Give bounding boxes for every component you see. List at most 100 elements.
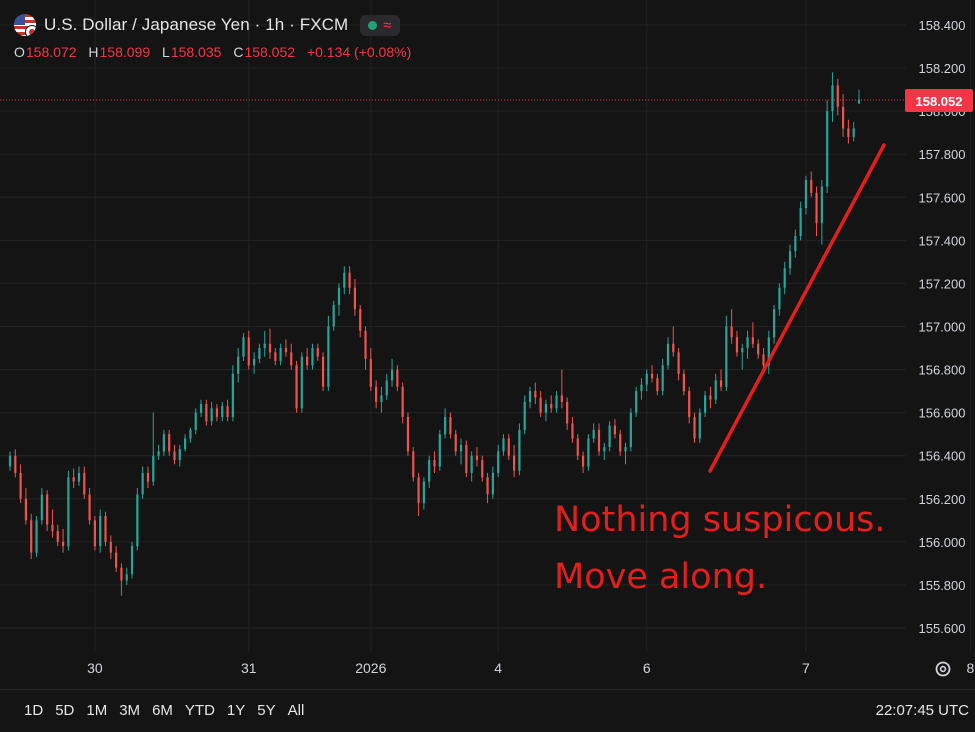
candle-body (640, 384, 643, 392)
candle-body (799, 208, 802, 237)
candle-body (847, 128, 850, 137)
candle-body (14, 455, 17, 473)
candle-body (157, 451, 160, 456)
candle-body (656, 378, 659, 392)
candle-body (666, 343, 670, 366)
y-tick-label: 158.400 (919, 18, 966, 33)
candle-body (523, 401, 526, 430)
candle-body (168, 434, 171, 452)
candle-body (486, 477, 489, 495)
candle-body (581, 455, 585, 467)
range-1m-button[interactable]: 1M (86, 702, 108, 719)
candle-body (19, 472, 22, 499)
candle-body (231, 373, 234, 417)
chart-grid (0, 0, 971, 652)
candle-body (571, 423, 574, 439)
candle-body (788, 251, 792, 269)
candle-body (109, 541, 112, 553)
y-tick-label: 156.400 (919, 449, 966, 464)
candle-body (40, 494, 43, 521)
candle-body (125, 574, 128, 581)
candle-body (56, 531, 59, 542)
candle-body (77, 472, 81, 482)
chart-settings-icon[interactable] (935, 661, 951, 677)
candle-body (698, 412, 701, 439)
trend-annotation: Nothing suspicous. Move along. (554, 143, 886, 597)
candle-body (613, 425, 617, 435)
candle-body (51, 524, 54, 532)
candle-body (810, 180, 813, 193)
candle-body (438, 434, 441, 467)
range-all-button[interactable]: All (287, 702, 305, 719)
candle-body (359, 309, 362, 331)
candle-body (512, 455, 516, 471)
candle-body (783, 268, 786, 288)
candle-body (794, 236, 797, 252)
candlestick-series (8, 72, 861, 596)
bottom-toolbar: 1D 5D 1M 3M 6M YTD 1Y 5Y All 22:07:45 UT… (0, 689, 975, 732)
candle-body (836, 85, 839, 107)
clock-utc[interactable]: 22:07:45 UTC (875, 702, 969, 719)
close-value: 158.052 (244, 44, 296, 60)
candle-body (528, 391, 532, 402)
y-tick-label: 156.200 (919, 492, 966, 507)
candle-body (99, 516, 102, 547)
candle-body (645, 373, 648, 385)
ohlc-legend: O158.072 H158.099 L158.035 C158.052 +0.1… (14, 44, 411, 60)
candle-body (46, 494, 49, 525)
last-price-tag: 158.052 (905, 89, 973, 112)
candle-body (459, 444, 463, 452)
candle-body (210, 408, 213, 422)
range-1y-button[interactable]: 1Y (226, 702, 246, 719)
candle-body (857, 99, 861, 104)
candle-body (709, 395, 712, 400)
candle-body (454, 434, 457, 452)
open-value: 158.072 (25, 44, 77, 60)
candle-body (30, 520, 33, 553)
time-axis[interactable]: 303120264678911 (87, 660, 975, 676)
range-ytd-button[interactable]: YTD (184, 702, 215, 719)
candle-body (433, 460, 436, 467)
candle-body (380, 395, 383, 402)
candle-body (491, 472, 494, 495)
candle-body (24, 498, 28, 521)
candle-body (693, 416, 696, 439)
candle-body (184, 438, 187, 450)
candle-body (311, 348, 314, 366)
candle-body (221, 406, 224, 417)
range-3m-button[interactable]: 3M (119, 702, 141, 719)
high-value: 158.099 (99, 44, 151, 60)
y-tick-label: 157.000 (919, 320, 966, 335)
candle-body (773, 309, 776, 338)
candle-body (470, 455, 473, 473)
range-1d-button[interactable]: 1D (24, 702, 44, 719)
y-tick-label: 156.000 (919, 535, 966, 550)
candle-body (199, 404, 203, 413)
market-status[interactable]: ≈ (360, 14, 400, 36)
candle-body (120, 567, 123, 581)
candle-body (852, 128, 855, 137)
symbol-title[interactable]: U.S. Dollar / Japanese Yen · 1h · FXCM (44, 15, 349, 34)
range-5y-button[interactable]: 5Y (257, 702, 276, 719)
range-6m-button[interactable]: 6M (152, 702, 173, 719)
price-chart[interactable]: 155.600 155.800 156.000 156.200 156.400 156.6… (0, 0, 975, 689)
open-label: O (14, 44, 25, 60)
change-value: +0.134 (+0.08%) (306, 44, 412, 60)
y-tick-label: 157.800 (919, 147, 966, 162)
candle-body (735, 337, 739, 353)
range-5d-button[interactable]: 5D (55, 702, 75, 719)
candle-body (555, 395, 558, 409)
candle-body (226, 406, 229, 417)
candle-body (35, 520, 38, 553)
candle-body (635, 391, 638, 413)
candle-body (550, 404, 553, 409)
candle-body (274, 352, 277, 361)
price-axis[interactable]: 155.600 155.800 156.000 156.200 156.400 156.6… (919, 18, 966, 636)
high-label: H (88, 44, 99, 60)
range-selector: 1D 5D 1M 3M 6M YTD 1Y 5Y All (24, 702, 304, 719)
candle-body (152, 455, 155, 482)
candle-body (422, 481, 425, 504)
candle-body (539, 397, 542, 413)
candle-body (650, 373, 654, 379)
candle-body (497, 451, 500, 473)
